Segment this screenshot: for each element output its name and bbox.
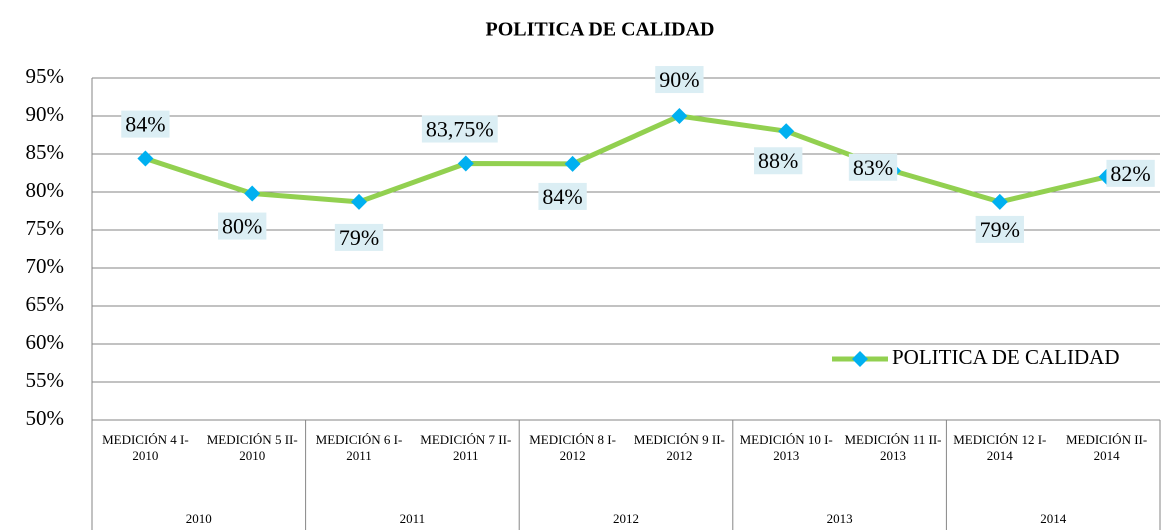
- data-label: 79%: [339, 225, 379, 250]
- y-tick-label: 75%: [26, 216, 65, 240]
- x-tick-label: MEDICIÓN 9 II-2012: [633, 432, 725, 463]
- x-tick-label: MEDICIÓN 8 I-2012: [529, 432, 616, 463]
- data-label-bg: [334, 223, 384, 251]
- y-tick-label: 50%: [26, 406, 65, 430]
- data-label: 83,75%: [426, 117, 494, 142]
- group-label: 2012: [613, 511, 639, 526]
- y-tick-label: 90%: [26, 102, 65, 126]
- data-label: 84%: [125, 112, 165, 137]
- data-label-bg: [754, 147, 803, 175]
- x-tick-label: MEDICIÓN 4 I-2010: [102, 432, 189, 463]
- data-label-bg: [218, 212, 267, 240]
- data-label-bg: [848, 153, 898, 181]
- y-tick-label: 65%: [26, 292, 65, 316]
- data-label-bg: [538, 182, 587, 210]
- x-tick-label: MEDICIÓN II-2014: [1065, 432, 1148, 463]
- y-tick-label: 70%: [26, 254, 65, 278]
- x-tick-label: MEDICIÓN 11 II-2013: [844, 432, 942, 463]
- data-label-bg: [655, 66, 704, 94]
- data-label: 90%: [659, 67, 699, 92]
- data-label: 80%: [222, 214, 262, 239]
- y-tick-label: 60%: [26, 330, 65, 354]
- marker: [457, 155, 474, 172]
- x-tick-label: MEDICIÓN 7 II-2011: [420, 432, 512, 463]
- data-label-bg: [421, 115, 498, 143]
- marker: [778, 123, 795, 140]
- marker: [351, 193, 367, 210]
- data-label: 88%: [758, 148, 798, 173]
- marker: [991, 193, 1008, 210]
- marker: [137, 150, 154, 167]
- x-tick-label: MEDICIÓN 5 II-2010: [206, 432, 298, 463]
- legend-marker: [852, 351, 868, 367]
- marker: [244, 185, 261, 202]
- y-tick-label: 95%: [26, 64, 65, 88]
- y-tick-label: 80%: [26, 178, 65, 202]
- data-label-bg: [975, 215, 1024, 243]
- marker: [671, 108, 688, 124]
- x-tick-label: MEDICIÓN 6 I-2011: [315, 432, 403, 463]
- group-label: 2010: [186, 511, 212, 526]
- data-label: 79%: [980, 217, 1020, 242]
- data-label-bg: [121, 110, 170, 138]
- series-line: [144, 113, 1108, 205]
- data-label-bg: [1106, 159, 1155, 187]
- marker: [564, 155, 581, 172]
- x-tick-label: MEDICIÓN 12 I-2014: [953, 432, 1047, 463]
- group-label: 2013: [827, 511, 853, 526]
- data-label: 83%: [853, 155, 893, 180]
- chart-title: POLITICA DE CALIDAD: [486, 19, 715, 41]
- y-tick-label: 85%: [26, 140, 65, 164]
- x-tick-label: MEDICIÓN 10 I-2013: [739, 432, 833, 463]
- data-label: 82%: [1110, 161, 1150, 186]
- y-tick-label: 55%: [26, 368, 65, 392]
- group-label: 2014: [1040, 511, 1067, 526]
- legend-label: POLITICA DE CALIDAD: [892, 345, 1119, 369]
- data-label: 84%: [542, 184, 582, 209]
- group-label: 2011: [400, 511, 426, 526]
